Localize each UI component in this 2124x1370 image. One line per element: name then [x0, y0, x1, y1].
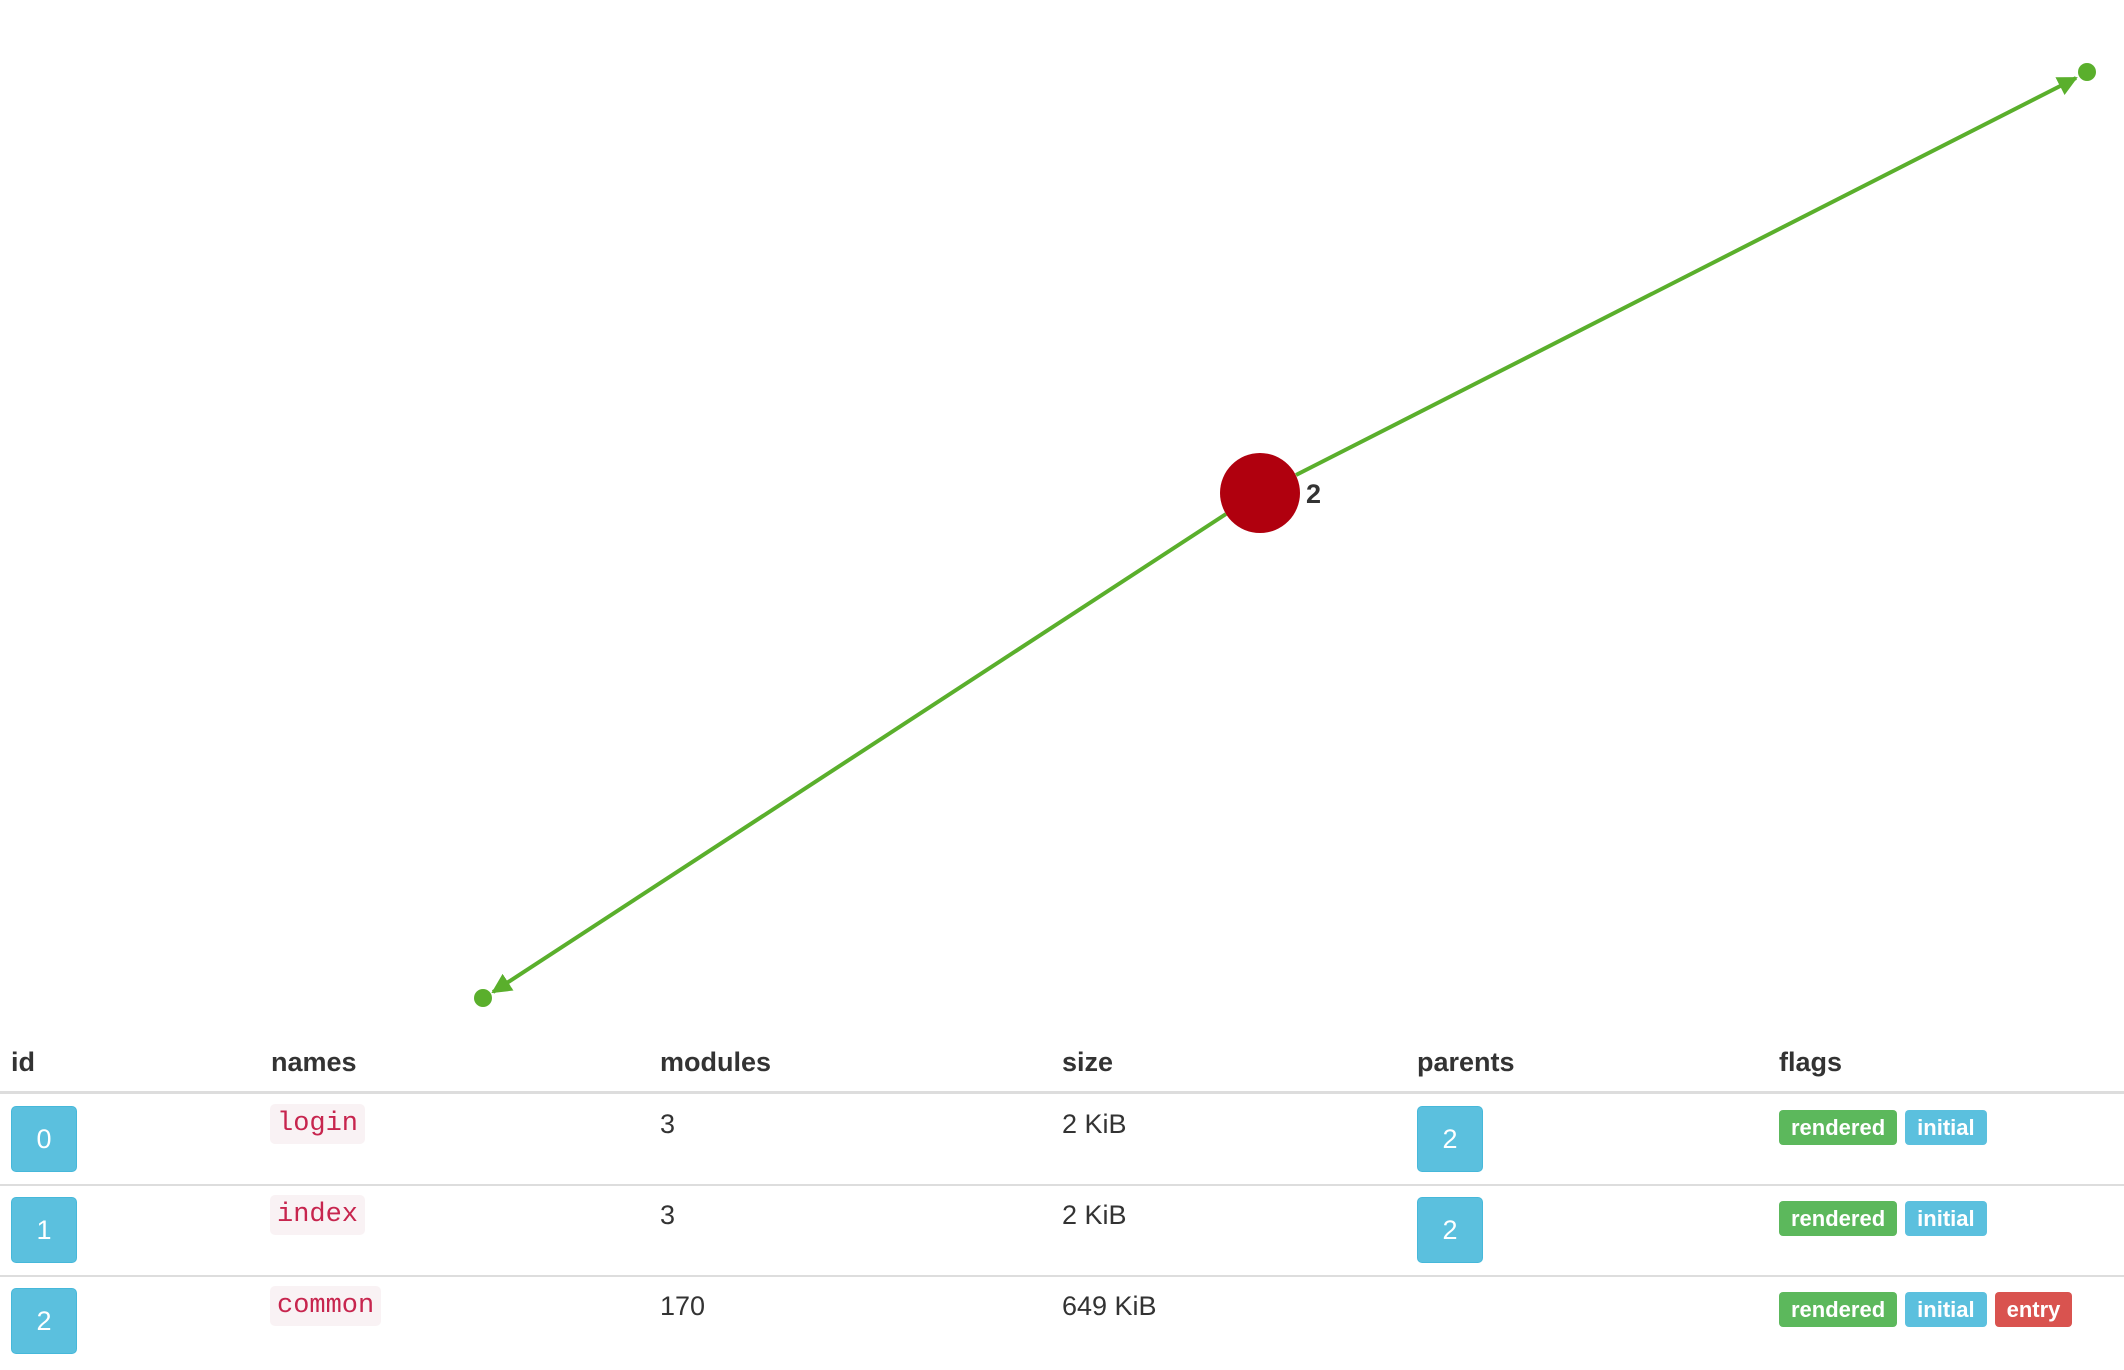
column-header: modules	[660, 1047, 772, 1077]
graph-node[interactable]	[1220, 453, 1300, 533]
column-header: parents	[1417, 1047, 1515, 1077]
chunk-name: common	[270, 1286, 382, 1326]
chunk-name: login	[270, 1104, 366, 1144]
chunk-name: index	[270, 1195, 366, 1235]
table-row: 1 index 3 2 KiB 2 rendered initial	[0, 1185, 2124, 1277]
column-header: flags	[1779, 1047, 1843, 1077]
chunk-graph: 2	[474, 63, 2096, 1007]
flag-label: initial	[1905, 1110, 1987, 1145]
parent-button[interactable]: 2	[1417, 1197, 1483, 1263]
flag-label: rendered	[1779, 1201, 1898, 1236]
flag-label: initial	[1905, 1292, 1987, 1327]
parent-button[interactable]: 2	[1417, 1106, 1483, 1172]
modules-count: 170	[660, 1291, 706, 1321]
chunk-id-button[interactable]: 2	[11, 1288, 77, 1354]
edge	[491, 512, 1228, 994]
flag-label: initial	[1905, 1201, 1987, 1236]
modules-count: 3	[660, 1200, 676, 1230]
flag-label: rendered	[1779, 1292, 1898, 1327]
graph-node[interactable]	[2078, 63, 2096, 81]
column-header: names	[271, 1047, 357, 1077]
node-label: 2	[1306, 479, 1321, 509]
flag-list: rendered initial	[1779, 1201, 1987, 1236]
chunk-id-button[interactable]: 0	[11, 1106, 77, 1172]
chunk-size: 649 KiB	[1062, 1291, 1157, 1321]
chunk-size: 2 KiB	[1062, 1109, 1127, 1139]
graph-node[interactable]	[474, 989, 492, 1007]
column-header: id	[11, 1047, 35, 1077]
flag-list: rendered initial	[1779, 1110, 1987, 1145]
flag-list: rendered initial entry	[1779, 1292, 2073, 1327]
table-row: 0 login 3 2 KiB 2 rendered initial	[0, 1094, 2124, 1186]
edge	[1295, 76, 2078, 477]
flag-label: entry	[1994, 1292, 2073, 1327]
column-header: size	[1062, 1047, 1114, 1077]
modules-count: 3	[660, 1109, 676, 1139]
chunk-id-button[interactable]: 1	[11, 1197, 77, 1263]
chunk-size: 2 KiB	[1062, 1200, 1127, 1230]
table-row: 2 common 170 649 KiB rendered initial entry	[0, 1276, 2124, 1366]
flag-label: rendered	[1779, 1110, 1898, 1145]
header-rule	[0, 1091, 2124, 1094]
